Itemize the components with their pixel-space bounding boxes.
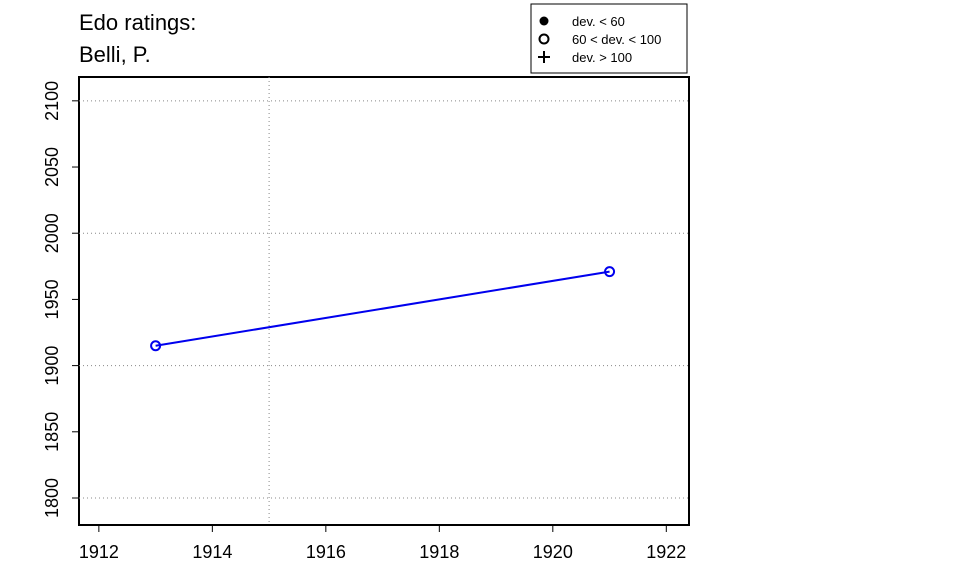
series-line [155,270,610,347]
x-tick-label: 1918 [419,542,459,562]
marker [538,51,550,63]
marker [150,340,162,352]
y-tick-label: 1900 [42,346,62,386]
marker [538,33,550,45]
legend-label: dev. < 60 [572,14,625,29]
legend-label: 60 < dev. < 100 [572,32,661,47]
y-tick-label: 1850 [42,412,62,452]
x-tick-label: 1916 [306,542,346,562]
y-tick-label: 1950 [42,279,62,319]
y-tick-label: 2000 [42,213,62,253]
y-tick-label: 2100 [42,81,62,121]
legend-label: dev. > 100 [572,50,632,65]
plot-frame [78,76,690,526]
x-tick-label: 1920 [533,542,573,562]
marker [539,16,549,26]
chart-title: Edo ratings: [79,10,196,35]
x-tick-label: 1914 [192,542,232,562]
marker [604,266,616,278]
x-tick-label: 1922 [646,542,686,562]
x-tick-label: 1912 [79,542,119,562]
y-tick-label: 2050 [42,147,62,187]
chart-subtitle: Belli, P. [79,42,151,67]
legend-box [530,3,688,74]
y-tick-label: 1800 [42,478,62,518]
